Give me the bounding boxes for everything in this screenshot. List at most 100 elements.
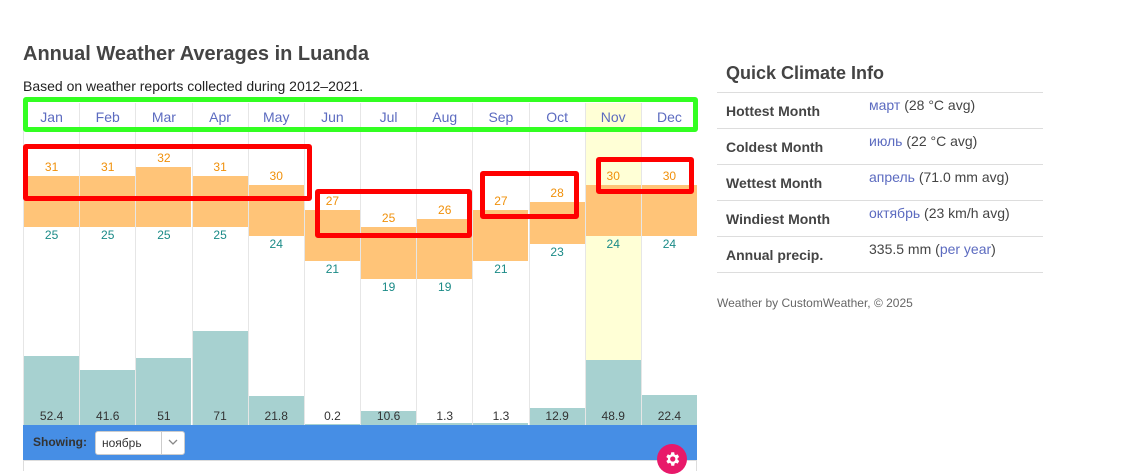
high-temp-label: 32	[157, 151, 171, 166]
row-value: (28 °C avg)	[900, 97, 976, 113]
row-value: (71.0 mm avg)	[914, 169, 1010, 185]
highlight-box-3	[480, 171, 579, 219]
chevron-down-icon[interactable]	[161, 432, 184, 454]
precip-label: 51	[157, 409, 171, 423]
month-label[interactable]: Mar	[151, 109, 176, 125]
low-temp-label: 25	[157, 228, 171, 243]
row-label: Windiest Month	[717, 200, 869, 237]
low-temp-label: 21	[325, 262, 340, 277]
quick-row-annual: Annual precip. 335.5 mm (per year)	[717, 236, 1043, 273]
high-temp-label: 27	[494, 194, 508, 209]
month-column[interactable]: Jul 25 19 10.6	[360, 103, 417, 425]
temperature-bar	[80, 175, 136, 228]
precip-bar	[24, 355, 80, 425]
month-column[interactable]: Apr 31 25 71	[191, 103, 248, 425]
precip-label: 48.9	[601, 409, 625, 423]
hottest-month-link[interactable]: март	[869, 97, 901, 113]
quick-info-table: Hottest Month март (28 °C avg) Coldest Mo…	[717, 92, 1043, 273]
precip-bar	[80, 370, 136, 425]
precip-label: 1.3	[492, 409, 510, 423]
row-label: Annual precip.	[717, 236, 869, 273]
windiest-month-link[interactable]: октябрь	[869, 205, 921, 221]
precip-bar	[417, 423, 473, 425]
row-label: Hottest Month	[717, 92, 869, 129]
high-temp-label: 31	[101, 159, 115, 174]
precip-label: 12.9	[545, 409, 569, 423]
high-temp-label: 31	[213, 159, 227, 174]
low-temp-label: 21	[494, 262, 508, 277]
annual-close: )	[991, 241, 996, 257]
month-label[interactable]: Jun	[321, 109, 344, 125]
precip-bar	[304, 423, 360, 425]
temperature-bar	[417, 218, 473, 279]
low-temp-label: 24	[606, 236, 620, 251]
month-column[interactable]: Aug 26 19 1.3	[416, 103, 473, 425]
page-subtitle: Based on weather reports collected durin…	[23, 78, 364, 94]
precip-bar	[473, 423, 529, 425]
precip-bar	[529, 407, 585, 425]
row-value: (22 °C avg)	[902, 133, 978, 149]
coldest-month-link[interactable]: июль	[869, 133, 903, 149]
low-temp-label: 23	[550, 245, 564, 260]
month-column[interactable]: May 30 24 21.8	[247, 103, 304, 425]
row-label: Wettest Month	[717, 164, 869, 201]
precip-label: 10.6	[376, 409, 401, 423]
month-label[interactable]: Aug	[432, 109, 458, 125]
high-temp-label: 30	[606, 168, 620, 183]
precip-label: 22.4	[657, 409, 682, 423]
highlight-box-1	[23, 144, 312, 201]
month-column[interactable]: Dec 30 24 22.4	[640, 103, 697, 425]
chart-toolbar: Showing: ноябрь	[23, 425, 697, 460]
quick-row-hottest: Hottest Month март (28 °C avg)	[717, 92, 1043, 129]
month-label[interactable]: Oct	[546, 109, 568, 125]
precip-label: 52.4	[39, 409, 64, 423]
highlight-box-4	[596, 157, 694, 194]
highlight-box-months	[23, 97, 698, 132]
precip-label: 41.6	[96, 409, 120, 423]
precip-label: 1.3	[436, 409, 454, 423]
month-select[interactable]: ноябрь	[95, 431, 185, 455]
quick-row-wettest: Wettest Month апрель (71.0 mm avg)	[717, 164, 1043, 201]
precip-bar	[248, 396, 304, 425]
settings-gear-icon[interactable]	[657, 444, 687, 474]
month-column[interactable]: Sep 27 21 1.3	[472, 103, 529, 425]
low-temp-label: 24	[662, 236, 677, 251]
month-column[interactable]: Jun 27 21 0.2	[303, 103, 360, 425]
low-temp-label: 25	[101, 228, 115, 243]
month-label[interactable]: Apr	[209, 109, 231, 125]
month-label[interactable]: Feb	[95, 109, 120, 125]
month-column[interactable]: Nov 30 24 48.9	[584, 103, 641, 425]
high-temp-label: 30	[269, 168, 283, 183]
high-temp-label: 30	[662, 168, 677, 183]
month-column[interactable]: Oct 28 23 12.9	[528, 103, 585, 425]
low-temp-label: 19	[438, 279, 452, 294]
precip-label: 0.2	[324, 409, 341, 423]
month-label[interactable]: Nov	[600, 109, 626, 125]
precip-bar	[641, 395, 697, 425]
showing-label: Showing:	[33, 435, 87, 449]
quick-row-windiest: Windiest Month октябрь (23 km/h avg)	[717, 200, 1043, 237]
precip-bar	[585, 360, 641, 425]
row-label: Coldest Month	[717, 128, 869, 165]
per-year-link[interactable]: per year	[939, 241, 992, 257]
month-label[interactable]: Sep	[488, 109, 514, 125]
annual-value: 335.5 mm (	[869, 241, 940, 257]
precip-bar	[361, 411, 417, 425]
highlight-box-2	[315, 189, 472, 238]
month-select-value: ноябрь	[102, 436, 142, 450]
month-label[interactable]: Jan	[40, 109, 63, 125]
low-temp-label: 25	[213, 228, 227, 243]
details-panel	[23, 460, 697, 471]
wettest-month-link[interactable]: апрель	[869, 169, 915, 185]
row-value: (23 km/h avg)	[920, 205, 1010, 221]
low-temp-label: 19	[381, 279, 396, 294]
month-column[interactable]: Feb 31 25 41.6	[79, 103, 136, 425]
credit-text: Weather by CustomWeather, © 2025	[717, 296, 913, 310]
temperature-bar	[248, 184, 304, 236]
month-label[interactable]: Jul	[379, 109, 398, 125]
month-label[interactable]: May	[263, 109, 290, 125]
climate-chart: Jan 31 25 52.4 Feb 31 25 41.6 Mar 32 25 51 Apr 31 25 71…	[23, 103, 697, 425]
month-column[interactable]: Jan 31 25 52.4	[23, 103, 80, 425]
month-label[interactable]: Dec	[656, 109, 682, 125]
temperature-bar	[192, 175, 248, 228]
